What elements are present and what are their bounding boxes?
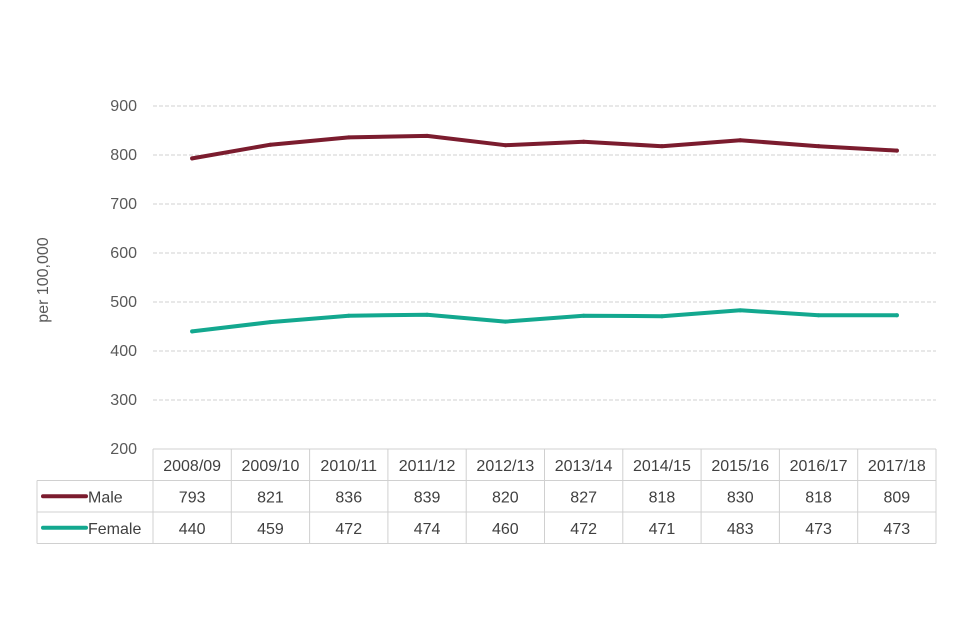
y-tick-label: 300: [110, 392, 137, 409]
series-line-male: [190, 133, 899, 161]
y-tick-label: 600: [110, 245, 137, 262]
data-point-female: [659, 314, 664, 319]
x-tick-label: 2012/13: [476, 458, 534, 475]
x-tick-label: 2008/09: [163, 458, 221, 475]
y-tick-label: 700: [110, 196, 137, 213]
table-cell-female: 471: [649, 521, 676, 538]
data-point-male: [581, 139, 586, 144]
data-point-male: [190, 156, 195, 161]
x-tick-label: 2011/12: [399, 458, 456, 475]
table-cell-male: 836: [335, 489, 362, 506]
table-cell-female: 483: [727, 521, 754, 538]
y-tick-label: 500: [110, 294, 137, 311]
table-cell-male: 830: [727, 489, 754, 506]
y-axis-label: per 100,000: [35, 237, 52, 323]
data-point-female: [346, 313, 351, 318]
x-tick-label: 2009/10: [242, 458, 300, 475]
x-tick-label: 2013/14: [555, 458, 613, 475]
data-point-male: [816, 144, 821, 149]
table-cell-female: 474: [414, 521, 441, 538]
series-line-female: [190, 308, 899, 334]
table-cell-male: 818: [649, 489, 676, 506]
table-cell-female: 459: [257, 521, 284, 538]
gridlines: [153, 105, 936, 401]
x-tick-label: 2015/16: [711, 458, 769, 475]
table-cell-male: 821: [257, 489, 284, 506]
series-lines: [190, 133, 899, 334]
table-cell-male: 839: [414, 489, 441, 506]
data-point-male: [738, 138, 743, 143]
data-point-female: [581, 313, 586, 318]
table-cell-male: 827: [570, 489, 597, 506]
legend-label-male: Male: [88, 489, 123, 506]
y-axis-ticks: 200 300 400 500 600 700 800 900: [110, 98, 137, 458]
y-tick-label: 200: [110, 441, 137, 458]
data-point-female: [738, 308, 743, 313]
data-point-female: [190, 329, 195, 334]
table-cell-female: 472: [570, 521, 597, 538]
data-point-male: [659, 144, 664, 149]
table-cell-female: 460: [492, 521, 519, 538]
data-point-female: [894, 313, 899, 318]
y-tick-label: 800: [110, 147, 137, 164]
table-cell-female: 473: [805, 521, 832, 538]
data-point-female: [425, 312, 430, 317]
data-point-male: [346, 135, 351, 140]
data-point-male: [503, 143, 508, 148]
table-cell-female: 473: [883, 521, 910, 538]
y-tick-label: 900: [110, 98, 137, 115]
table-cell-female: 440: [179, 521, 206, 538]
data-point-male: [268, 142, 273, 147]
data-point-male: [425, 133, 430, 138]
data-point-male: [894, 148, 899, 153]
legend-label-female: Female: [88, 521, 141, 538]
y-tick-label: 400: [110, 343, 137, 360]
x-tick-label: 2016/17: [790, 458, 848, 475]
table-cell-male: 820: [492, 489, 519, 506]
table-cell-male: 818: [805, 489, 832, 506]
table-cell-male: 793: [179, 489, 206, 506]
data-point-female: [503, 319, 508, 324]
table-cell-female: 472: [335, 521, 362, 538]
x-tick-label: 2014/15: [633, 458, 691, 475]
data-point-female: [816, 313, 821, 318]
data-table: 2008/09 2009/10 2010/11 2011/12 2012/13 2013/…: [36, 448, 937, 544]
x-tick-label: 2010/11: [320, 458, 377, 475]
data-point-female: [268, 320, 273, 325]
table-cell-male: 809: [883, 489, 910, 506]
x-tick-label: 2017/18: [868, 458, 926, 475]
